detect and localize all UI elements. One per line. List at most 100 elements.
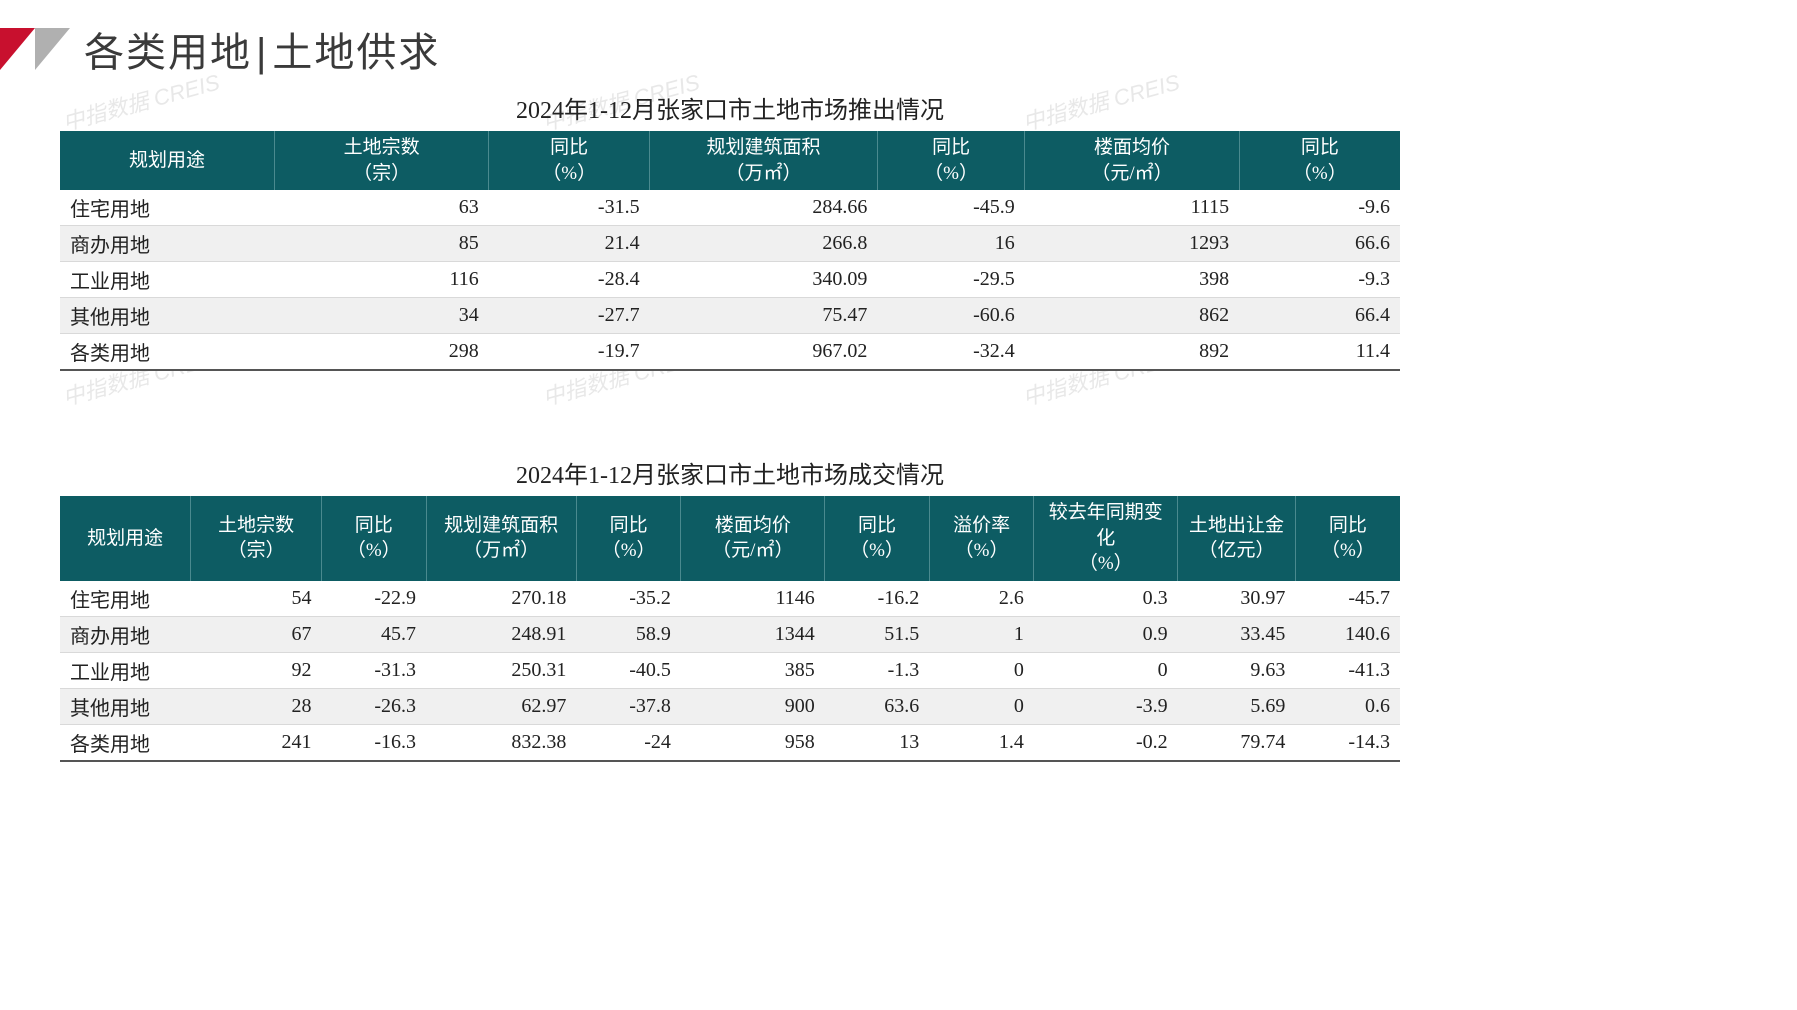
table-row: 工业用地116-28.4340.09-29.5398-9.3: [60, 262, 1400, 298]
cell-value: -29.5: [877, 262, 1024, 298]
logo-icon: [0, 28, 70, 70]
table-row: 各类用地241-16.3832.38-24958131.4-0.279.74-1…: [60, 724, 1400, 761]
table-row: 各类用地298-19.7967.02-32.489211.4: [60, 334, 1400, 371]
cell-value: 116: [274, 262, 488, 298]
table2-body: 住宅用地54-22.9270.18-35.21146-16.22.60.330.…: [60, 581, 1400, 761]
row-label: 商办用地: [60, 616, 191, 652]
column-header: 同比（%）: [489, 131, 650, 190]
page-title-bar: 各类用地|土地供求: [0, 20, 440, 78]
column-header: 土地宗数（宗）: [274, 131, 488, 190]
cell-value: 385: [681, 652, 825, 688]
cell-value: 284.66: [650, 190, 878, 226]
cell-value: 0.9: [1034, 616, 1178, 652]
cell-value: 5.69: [1178, 688, 1296, 724]
cell-value: 266.8: [650, 226, 878, 262]
cell-value: 9.63: [1178, 652, 1296, 688]
cell-value: -22.9: [321, 581, 426, 617]
cell-value: 1115: [1025, 190, 1239, 226]
table2-title: 2024年1-12月张家口市土地市场成交情况: [60, 455, 1400, 490]
cell-value: 45.7: [321, 616, 426, 652]
column-header: 同比（%）: [1295, 496, 1400, 581]
cell-value: -26.3: [321, 688, 426, 724]
column-header: 同比（%）: [321, 496, 426, 581]
cell-value: 0: [1034, 652, 1178, 688]
table2: 规划用途土地宗数（宗）同比（%）规划建筑面积（万㎡）同比（%）楼面均价（元/㎡）…: [60, 496, 1400, 762]
cell-value: 51.5: [825, 616, 930, 652]
cell-value: 79.74: [1178, 724, 1296, 761]
row-label: 工业用地: [60, 262, 274, 298]
cell-value: -1.3: [825, 652, 930, 688]
cell-value: 900: [681, 688, 825, 724]
table1-header-row: 规划用途土地宗数（宗）同比（%）规划建筑面积（万㎡）同比（%）楼面均价（元/㎡）…: [60, 131, 1400, 190]
column-header: 同比（%）: [576, 496, 681, 581]
cell-value: 892: [1025, 334, 1239, 371]
cell-value: 33.45: [1178, 616, 1296, 652]
page-title: 各类用地|土地供求: [84, 20, 440, 78]
cell-value: -16.2: [825, 581, 930, 617]
row-label: 各类用地: [60, 334, 274, 371]
title-separator: |: [256, 31, 268, 75]
row-label: 商办用地: [60, 226, 274, 262]
row-label: 其他用地: [60, 688, 191, 724]
cell-value: 250.31: [426, 652, 576, 688]
cell-value: -3.9: [1034, 688, 1178, 724]
row-label: 各类用地: [60, 724, 191, 761]
cell-value: 0: [929, 688, 1034, 724]
table2-section: 2024年1-12月张家口市土地市场成交情况 规划用途土地宗数（宗）同比（%）规…: [60, 455, 1400, 762]
column-header: 规划建筑面积（万㎡）: [426, 496, 576, 581]
cell-value: 66.4: [1239, 298, 1400, 334]
cell-value: -60.6: [877, 298, 1024, 334]
table1-section: 2024年1-12月张家口市土地市场推出情况 规划用途土地宗数（宗）同比（%）规…: [60, 90, 1400, 371]
cell-value: -31.3: [321, 652, 426, 688]
column-header: 同比（%）: [877, 131, 1024, 190]
cell-value: 2.6: [929, 581, 1034, 617]
table1-body: 住宅用地63-31.5284.66-45.91115-9.6商办用地8521.4…: [60, 190, 1400, 370]
cell-value: -24: [576, 724, 681, 761]
column-header: 溢价率（%）: [929, 496, 1034, 581]
table2-header-row: 规划用途土地宗数（宗）同比（%）规划建筑面积（万㎡）同比（%）楼面均价（元/㎡）…: [60, 496, 1400, 581]
cell-value: 1146: [681, 581, 825, 617]
cell-value: -37.8: [576, 688, 681, 724]
cell-value: 241: [191, 724, 322, 761]
cell-value: 1344: [681, 616, 825, 652]
cell-value: 63.6: [825, 688, 930, 724]
table-row: 其他用地28-26.362.97-37.890063.60-3.95.690.6: [60, 688, 1400, 724]
column-header: 规划用途: [60, 496, 191, 581]
table-row: 工业用地92-31.3250.31-40.5385-1.3009.63-41.3: [60, 652, 1400, 688]
cell-value: 54: [191, 581, 322, 617]
cell-value: 958: [681, 724, 825, 761]
cell-value: 0: [929, 652, 1034, 688]
cell-value: 340.09: [650, 262, 878, 298]
row-label: 住宅用地: [60, 581, 191, 617]
cell-value: 30.97: [1178, 581, 1296, 617]
cell-value: -14.3: [1295, 724, 1400, 761]
cell-value: -41.3: [1295, 652, 1400, 688]
cell-value: 21.4: [489, 226, 650, 262]
title-right: 土地供求: [272, 30, 440, 75]
cell-value: 0.3: [1034, 581, 1178, 617]
column-header: 较去年同期变化（%）: [1034, 496, 1178, 581]
column-header: 规划用途: [60, 131, 274, 190]
cell-value: 62.97: [426, 688, 576, 724]
column-header: 同比（%）: [825, 496, 930, 581]
row-label: 其他用地: [60, 298, 274, 334]
column-header: 土地宗数（宗）: [191, 496, 322, 581]
cell-value: 832.38: [426, 724, 576, 761]
cell-value: 298: [274, 334, 488, 371]
cell-value: 16: [877, 226, 1024, 262]
cell-value: 967.02: [650, 334, 878, 371]
cell-value: 67: [191, 616, 322, 652]
cell-value: -35.2: [576, 581, 681, 617]
cell-value: 140.6: [1295, 616, 1400, 652]
cell-value: 34: [274, 298, 488, 334]
column-header: 土地出让金（亿元）: [1178, 496, 1296, 581]
cell-value: 58.9: [576, 616, 681, 652]
cell-value: 28: [191, 688, 322, 724]
cell-value: -28.4: [489, 262, 650, 298]
table-row: 其他用地34-27.775.47-60.686266.4: [60, 298, 1400, 334]
table1-title: 2024年1-12月张家口市土地市场推出情况: [60, 90, 1400, 125]
cell-value: -9.6: [1239, 190, 1400, 226]
cell-value: 248.91: [426, 616, 576, 652]
cell-value: 66.6: [1239, 226, 1400, 262]
column-header: 楼面均价（元/㎡）: [681, 496, 825, 581]
